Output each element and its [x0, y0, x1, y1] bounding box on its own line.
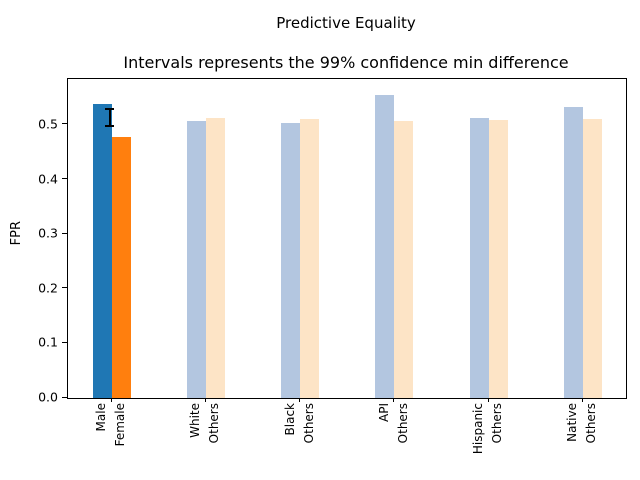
x-tick-label-hispanic: Hispanic [471, 403, 485, 455]
y-tick-label: 0.4 [38, 171, 58, 186]
bar-others-group6 [582, 119, 602, 398]
x-tick-label-white: White [188, 403, 203, 438]
bar-hispanic-group5 [469, 117, 489, 398]
x-tick-mark [110, 398, 112, 402]
error-bar-line [108, 108, 111, 128]
bar-black-group3 [281, 122, 301, 398]
bar-others-group2 [205, 117, 225, 398]
y-axis-label: FPR [9, 221, 24, 246]
bar-female-group1 [111, 136, 131, 398]
bar-api-group4 [375, 95, 395, 398]
x-tick-label-others: Others [207, 403, 222, 444]
x-tick-label-native: Native [565, 403, 580, 442]
bar-others-group4 [394, 120, 414, 398]
y-tick-label: 0.0 [38, 389, 58, 405]
x-tick-mark [299, 398, 301, 402]
x-tick-label-others: Others [301, 403, 316, 444]
x-tick-label-male: Male [94, 403, 109, 432]
x-tick-label-black: Black [282, 403, 297, 436]
x-tick-mark [581, 398, 583, 402]
y-tick-label: 0.1 [38, 334, 58, 350]
axes-subtitle: Intervals represents the 99% confidence … [123, 53, 569, 72]
x-tick-label-female: Female [113, 403, 128, 447]
y-tick-mark [62, 123, 67, 125]
x-tick-mark [204, 398, 206, 402]
y-tick-mark [62, 396, 67, 398]
error-bar-cap-top [105, 108, 115, 111]
x-tick-mark [393, 398, 395, 402]
bar-white-group2 [186, 120, 206, 398]
y-tick-mark [62, 287, 67, 289]
y-tick-label: 0.3 [38, 225, 58, 241]
bar-native-group6 [563, 107, 583, 398]
y-tick-mark [62, 232, 67, 234]
x-tick-label-others: Others [584, 403, 599, 444]
y-tick-mark [62, 341, 67, 343]
y-tick-label: 0.2 [38, 280, 58, 296]
x-tick-label-others: Others [395, 403, 410, 444]
bar-others-group5 [488, 119, 508, 398]
bar-others-group3 [300, 119, 320, 398]
figure-title: Predictive Equality [276, 14, 416, 32]
y-tick-mark [62, 178, 67, 179]
y-tick-label: 0.5 [38, 116, 58, 132]
error-bar-cap-bottom [105, 125, 115, 128]
bar-male-group1 [92, 103, 112, 398]
x-tick-label-others: Others [490, 403, 504, 444]
x-tick-label-api: API [376, 403, 391, 422]
plot-area [67, 78, 627, 399]
x-tick-mark [487, 398, 489, 402]
